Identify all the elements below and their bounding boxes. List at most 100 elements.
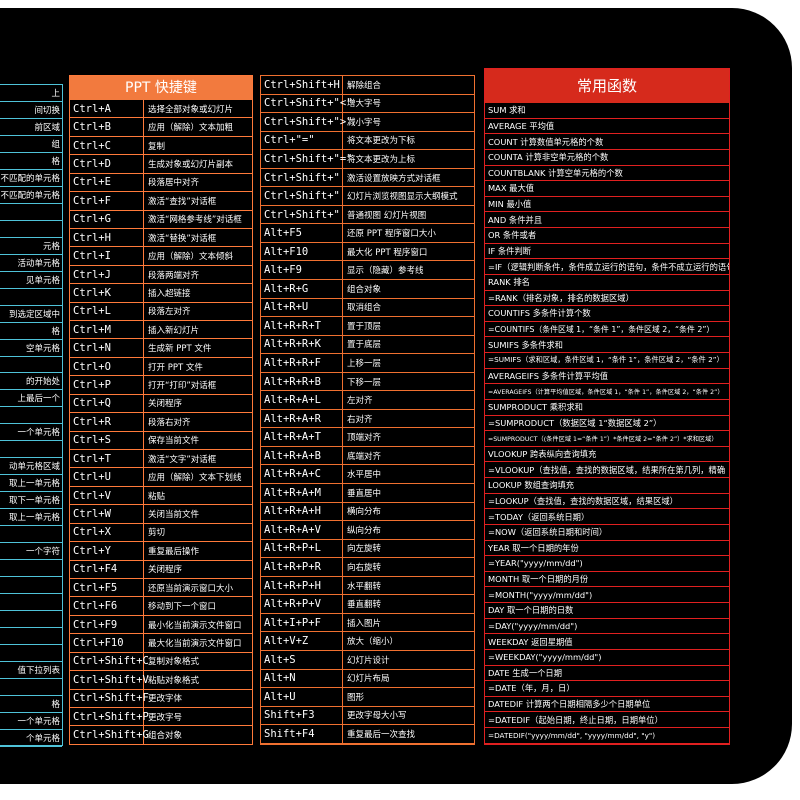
shortcut-row: Alt+R+R+K 置于底层 xyxy=(261,335,474,355)
shortcut-description: 保存当前文件 xyxy=(148,436,200,447)
function-text: COUNTIFS 多条件计算个数 xyxy=(488,308,591,319)
shortcut-description: 显示（隐藏）参考线 xyxy=(347,266,424,277)
excel-shortcut-row xyxy=(0,560,62,578)
shortcut-row: Alt+R+R+F 上移一层 xyxy=(261,354,474,373)
function-text: YEAR 取一个日期的年份 xyxy=(488,542,579,553)
shortcut-description: 移动到下一个窗口 xyxy=(148,602,217,613)
shortcut-row: Alt+R+A+R 右对齐 xyxy=(261,409,474,429)
shortcut-key: Ctrl+O xyxy=(73,360,111,373)
function-row: COUNTBLANK 计算空单元格的个数 xyxy=(485,166,729,182)
shortcut-key: Ctrl+Shift+" xyxy=(264,171,340,184)
function-text: COUNT 计算数值单元格的个数 xyxy=(488,136,604,147)
excel-shortcut-description: 取下一单元格 xyxy=(8,496,60,507)
function-text: LOOKUP 数组查询填充 xyxy=(488,480,575,491)
shortcut-description: 还原当前演示窗口大小 xyxy=(148,583,234,594)
excel-shortcut-row: 到选定区域中 xyxy=(0,306,62,323)
shortcut-row: Alt+R+P+R 向右旋转 xyxy=(261,558,474,577)
shortcut-key: Alt+R+P+V xyxy=(264,598,321,611)
shortcut-key: Alt+R+U xyxy=(264,301,309,314)
shortcut-description: 底端对齐 xyxy=(347,451,382,462)
excel-shortcut-description: 不匹配的单元格 xyxy=(0,190,60,201)
function-text: MONTH 取一个日期的月份 xyxy=(488,574,589,585)
excel-shortcut-row: 个单元格 xyxy=(0,730,62,747)
function-row: OR 条件或者 xyxy=(485,228,729,244)
function-row: MAX 最大值 xyxy=(485,181,729,197)
shortcut-key: Alt+R+A+L xyxy=(264,394,321,407)
function-text: COUNTBLANK 计算空单元格的个数 xyxy=(488,167,623,178)
shortcut-description: 最大化 PPT 程序窗口 xyxy=(347,247,428,258)
shortcut-key: Shift+F4 xyxy=(264,727,315,740)
function-text: SUMIFS 多条件求和 xyxy=(488,339,563,350)
shortcut-description: 横向分布 xyxy=(347,507,382,518)
shortcut-row: Ctrl+V 粘贴 xyxy=(70,486,252,506)
excel-shortcut-row: 的开始处 xyxy=(0,373,62,391)
function-text: VLOOKUP 跨表纵向查询填充 xyxy=(488,449,597,460)
shortcut-row: Ctrl+U 应用（解除）文本下划线 xyxy=(70,468,252,487)
excel-shortcut-description: 元格 xyxy=(42,241,60,252)
excel-shortcut-description: 取上一单元格 xyxy=(8,479,60,490)
shortcut-description: 放大（缩小） xyxy=(347,637,399,648)
shortcut-key: Ctrl+Shift+G xyxy=(73,729,149,742)
excel-shortcut-description: 一个字符 xyxy=(25,547,60,558)
function-text: =DATE（年，月，日） xyxy=(488,683,575,694)
shortcut-row: Alt+R+P+H 水平翻转 xyxy=(261,576,474,596)
shortcut-key: Ctrl+U xyxy=(73,471,111,484)
function-row: =VLOOKUP（查找值，查找的数据区域，结果所在第几列，精确 xyxy=(485,462,729,478)
excel-shortcut-row: 动单元格区域 xyxy=(0,458,62,476)
function-row: AND 条件并且 xyxy=(485,212,729,228)
shortcut-row: Ctrl+N 生成新 PPT 文件 xyxy=(70,339,252,358)
excel-shortcut-row xyxy=(0,594,62,612)
shortcut-description: 上移一层 xyxy=(347,358,382,369)
function-text: WEEKDAY 返回星期值 xyxy=(488,636,573,647)
shortcut-description: 顶端对齐 xyxy=(347,433,382,444)
excel-shortcut-row xyxy=(0,611,62,628)
shortcut-key: Alt+F9 xyxy=(264,264,302,277)
shortcut-key: Shift+F3 xyxy=(264,709,315,722)
shortcut-key: Alt+R+R+K xyxy=(264,338,321,351)
excel-shortcut-description: 个单元格 xyxy=(25,733,60,744)
shortcut-row: Ctrl+Shift+G 组合对象 xyxy=(70,726,252,745)
excel-shortcut-description: 格 xyxy=(51,326,60,337)
function-row: LOOKUP 数组查询填充 xyxy=(485,478,729,494)
shortcut-row: Ctrl+Shift+C 复制对象格式 xyxy=(70,652,252,672)
function-row: =MONTH("yyyy/mm/dd") xyxy=(485,587,729,603)
function-row: SUM 求和 xyxy=(485,103,729,119)
function-row: AVERAGE 平均值 xyxy=(485,119,729,135)
excel-shortcut-row xyxy=(0,204,62,221)
function-text: =DATEDIF（起始日期，终止日期，日期单位） xyxy=(488,714,663,725)
shortcut-row: Ctrl+J 段落两端对齐 xyxy=(70,265,252,285)
function-row: COUNTA 计算非空单元格的个数 xyxy=(485,150,729,166)
shortcut-row: Ctrl+F 激活“查找”对话框 xyxy=(70,192,252,211)
excel-shortcut-description: 一个单元格 xyxy=(17,716,60,727)
function-text: MAX 最大值 xyxy=(488,183,535,194)
shortcut-description: 段落右对齐 xyxy=(148,417,191,428)
function-text: DATEDIF 计算两个日期相隔多少个日期单位 xyxy=(488,699,651,710)
shortcut-description: 图形 xyxy=(347,692,365,703)
shortcut-row: Ctrl+X 剪切 xyxy=(70,523,252,543)
shortcut-row: Alt+N 幻灯片布局 xyxy=(261,669,474,689)
function-text: RANK 排名 xyxy=(488,277,530,288)
function-row: =SUMPRODUCT（数据区域 1“数据区域 2”） xyxy=(485,416,729,432)
shortcut-description: 将文本更改为下标 xyxy=(347,136,416,147)
shortcut-key: Ctrl+L xyxy=(73,305,111,318)
shortcut-description: 垂直居中 xyxy=(347,488,382,499)
excel-shortcut-row: 不匹配的单元格 xyxy=(0,187,62,204)
shortcut-key: Ctrl+Shift+" xyxy=(264,208,340,221)
function-row: =DATEDIF("yyyy/mm/dd", "yyyy/mm/dd", "y"… xyxy=(485,728,729,744)
excel-shortcut-row xyxy=(0,526,62,544)
excel-shortcut-row: 一个单元格 xyxy=(0,713,62,730)
function-row: DAY 取一个日期的日数 xyxy=(485,603,729,619)
shortcut-row: Alt+R+P+L 向左旋转 xyxy=(261,539,474,559)
excel-shortcut-row: 前区域 xyxy=(0,119,62,136)
shortcut-row: Ctrl+Shift+"<" 增大字号 xyxy=(261,94,474,114)
function-row: RANK 排名 xyxy=(485,275,729,291)
function-row: =TODAY（返回系统日期） xyxy=(485,509,729,525)
function-text: =DATEDIF("yyyy/mm/dd", "yyyy/mm/dd", "y"… xyxy=(488,730,656,740)
excel-shortcut-row xyxy=(0,357,62,374)
excel-shortcut-description: 见单元格 xyxy=(25,275,60,286)
shortcut-description: 垂直翻转 xyxy=(347,600,382,611)
excel-shortcut-description: 动单元格区域 xyxy=(8,462,60,473)
shortcut-description: 向右旋转 xyxy=(347,562,382,573)
shortcut-key: Ctrl+S xyxy=(73,434,111,447)
shortcut-row: Ctrl+S 保存当前文件 xyxy=(70,431,252,451)
